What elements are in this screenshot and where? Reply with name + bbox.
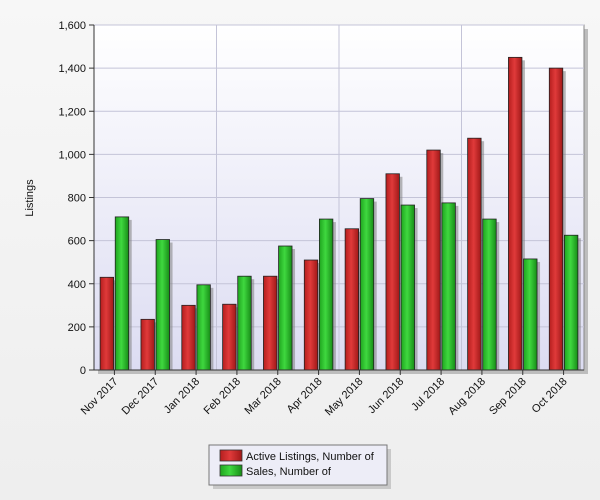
bar-sales — [155, 239, 170, 371]
bar-active-listings — [99, 276, 115, 371]
grid-lines — [94, 24, 584, 370]
bar-active-listings — [140, 318, 155, 371]
bar-sales — [196, 284, 211, 371]
x-tick-label: Jul 2018 — [409, 376, 447, 414]
y-tick-label: 1,200 — [58, 106, 86, 118]
y-tick-label: 200 — [68, 322, 86, 334]
x-tick-label: Jan 2018 — [162, 376, 202, 416]
y-tick-label: 1,000 — [58, 149, 86, 161]
bar-active-listings — [508, 56, 523, 371]
bar-sales — [441, 202, 456, 371]
legend-label-active-listings: Active Listings, Number of — [246, 451, 375, 463]
bar-active-listings — [222, 303, 237, 371]
bar-sales — [400, 204, 415, 371]
x-tick-label: Mar 2018 — [243, 376, 284, 417]
bar-sales — [564, 234, 579, 371]
x-tick-label: Feb 2018 — [202, 376, 243, 417]
bar-active-listings — [303, 259, 319, 371]
bar-active-listings — [385, 173, 400, 371]
y-tick-label: 1,600 — [58, 20, 86, 32]
y-axis-title: Listings — [24, 179, 36, 217]
bar-active-listings — [426, 149, 441, 371]
bar-sales — [523, 258, 538, 371]
x-tick-label: Nov 2017 — [79, 376, 121, 418]
bar-sales — [359, 198, 375, 371]
y-tick-label: 400 — [68, 279, 86, 291]
bar-sales — [237, 275, 252, 371]
y-tick-label: 1,400 — [58, 63, 86, 75]
x-tick-label: Dec 2017 — [120, 376, 162, 418]
y-axis: 0 200 400 600 800 1,000 1,200 1,400 1,600 — [58, 20, 95, 377]
y-tick-label: 0 — [80, 365, 86, 377]
x-tick-label: Apr 2018 — [285, 376, 325, 416]
x-tick-label: Jun 2018 — [366, 376, 406, 416]
legend-label-sales: Sales, Number of — [246, 466, 332, 478]
y-tick-label: 600 — [68, 236, 86, 248]
bar-active-listings — [181, 304, 196, 371]
x-tick-label: May 2018 — [323, 376, 366, 419]
bar-active-listings — [344, 228, 360, 371]
bar-active-listings — [263, 275, 278, 371]
legend-swatch-active-listings — [219, 449, 243, 462]
bar-active-listings — [467, 137, 482, 371]
bar-sales — [482, 218, 497, 371]
bar-sales — [114, 216, 130, 371]
bars — [99, 56, 581, 371]
bar-sales — [318, 218, 334, 371]
legend-swatch-sales — [219, 464, 243, 477]
y-tick-label: 800 — [68, 193, 86, 205]
legend: Active Listings, Number of Sales, Number… — [208, 444, 391, 489]
bar-active-listings — [548, 67, 564, 371]
bar-sales — [278, 245, 293, 371]
x-tick-label: Aug 2018 — [446, 376, 488, 418]
x-axis: Nov 2017 Dec 2017 Jan 2018 Feb 2018 Mar 2018… — [79, 369, 584, 419]
x-tick-label: Sep 2018 — [487, 376, 529, 418]
x-tick-label: Oct 2018 — [530, 376, 570, 416]
